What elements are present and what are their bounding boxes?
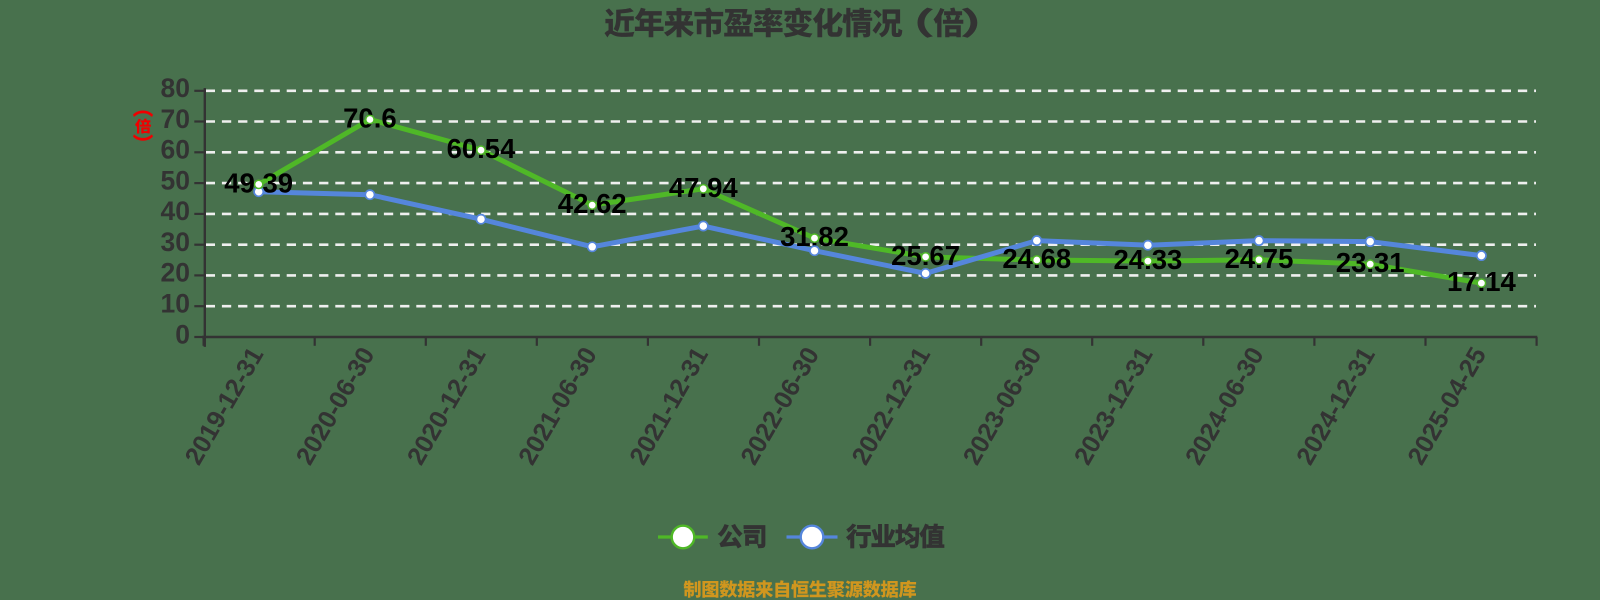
svg-text:60: 60 bbox=[161, 135, 190, 165]
svg-text:40: 40 bbox=[161, 196, 190, 226]
svg-text:10: 10 bbox=[161, 289, 190, 319]
svg-text:0: 0 bbox=[175, 319, 190, 349]
svg-text:50: 50 bbox=[161, 165, 190, 195]
svg-text:30: 30 bbox=[161, 227, 190, 257]
svg-text:70: 70 bbox=[161, 104, 190, 134]
svg-text:20: 20 bbox=[161, 258, 190, 288]
svg-text:80: 80 bbox=[161, 73, 190, 103]
